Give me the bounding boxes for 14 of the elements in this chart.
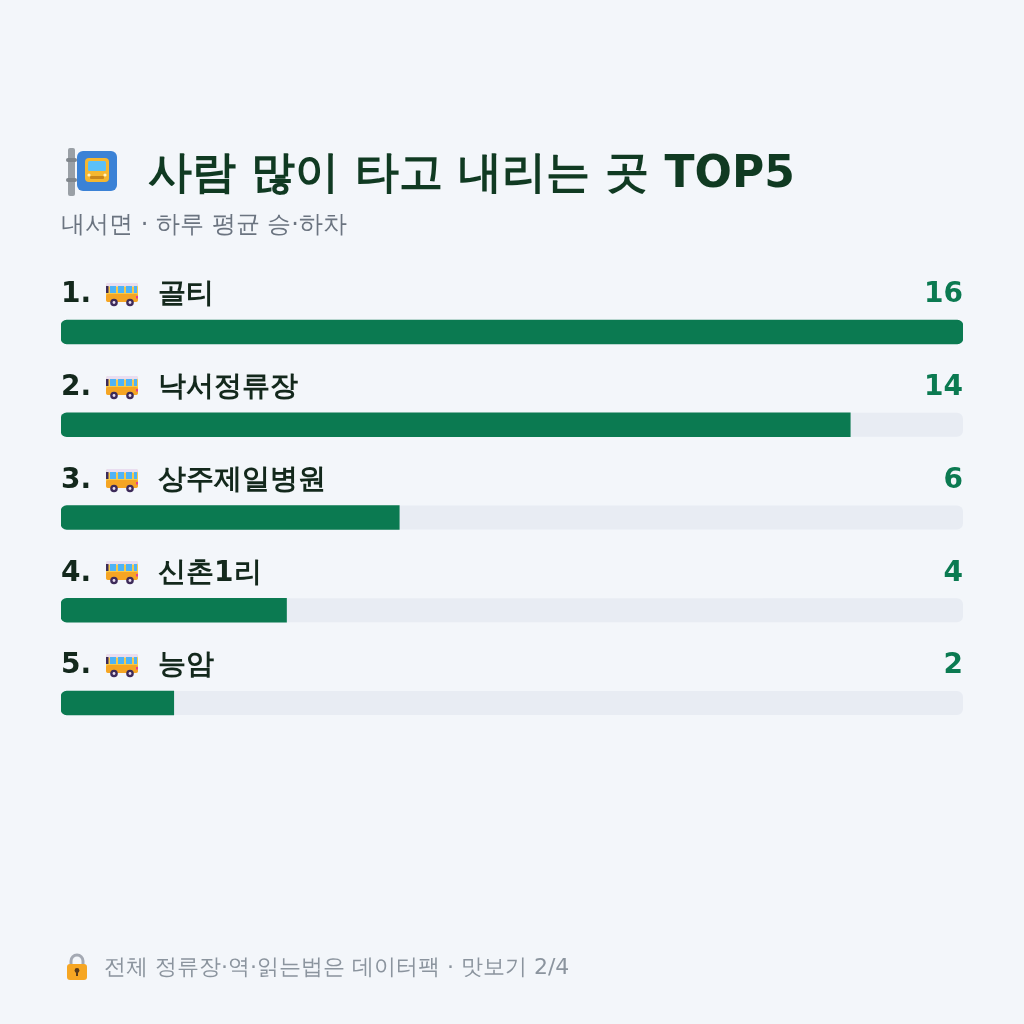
category-label: 2. 낙서정류장 bbox=[61, 369, 299, 403]
bar bbox=[61, 690, 175, 716]
chart-title: 사람 많이 타고 내리는 곳 TOP5 bbox=[148, 146, 795, 198]
data-label: 4 bbox=[943, 554, 963, 588]
data-label: 2 bbox=[943, 647, 963, 681]
category-label: 1. 골티 bbox=[61, 276, 215, 310]
data-label: 16 bbox=[924, 276, 963, 310]
data-label: 6 bbox=[943, 461, 963, 495]
category-label: 5. 능암 bbox=[61, 647, 215, 681]
text: 전체 정류장·역·읽는법은 데이터팩 · 맛보기 2/4 bbox=[104, 953, 570, 981]
category-label: 3. 상주제일병원 bbox=[61, 461, 327, 495]
category-label: 4. 신촌1리 bbox=[61, 554, 262, 588]
chart-subtitle: 내서면 · 하루 평균 승·하차 bbox=[61, 209, 347, 240]
data-label: 14 bbox=[924, 369, 963, 403]
